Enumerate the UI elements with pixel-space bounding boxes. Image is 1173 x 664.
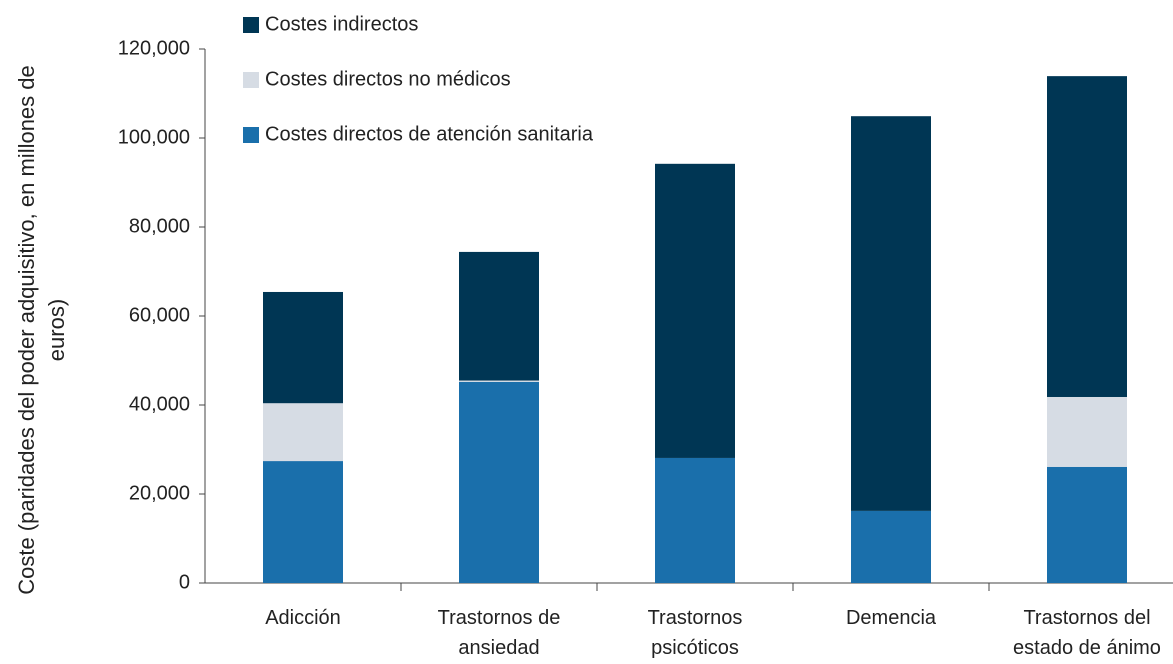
bar-segment [459,380,539,382]
y-tick-label: 100,000 [118,126,190,148]
y-tick-label: 20,000 [129,482,190,504]
y-tick-label: 80,000 [129,215,190,237]
legend-label: Costes indirectos [265,13,418,35]
bar-segment [459,381,539,583]
x-tick-label: Adicción [265,607,341,629]
x-tick-label: Trastornos psicóticos [647,607,743,659]
x-tick-label: Demencia [845,607,937,629]
y-tick-label: 120,000 [118,37,190,59]
bar-segment [655,457,735,583]
x-tick-label: Trastornos de ansiedad [437,607,561,659]
bar-segment [851,116,931,511]
legend-swatch [243,72,259,88]
y-axis-label: Coste (paridades del poder adquisitivo, … [14,65,69,595]
y-tick-label: 0 [179,571,190,593]
bar-segment [1047,466,1127,583]
bar-segment [655,163,735,458]
bar-segment [1047,76,1127,397]
bar-segment [459,251,539,381]
y-tick-label: 60,000 [129,304,190,326]
bar-segment [263,291,343,404]
legend-label: Costes directos de atención sanitaria [265,123,594,145]
legend-swatch [243,127,259,143]
x-tick-label: Trastornos del estado de ánimo [1013,607,1161,659]
legend-swatch [243,17,259,33]
bar-segment [851,510,931,583]
y-tick-label: 40,000 [129,393,190,415]
bar-segment [1047,396,1127,467]
bar-segment [263,403,343,462]
legend-label: Costes directos no médicos [265,68,511,90]
bar-segment [263,461,343,583]
